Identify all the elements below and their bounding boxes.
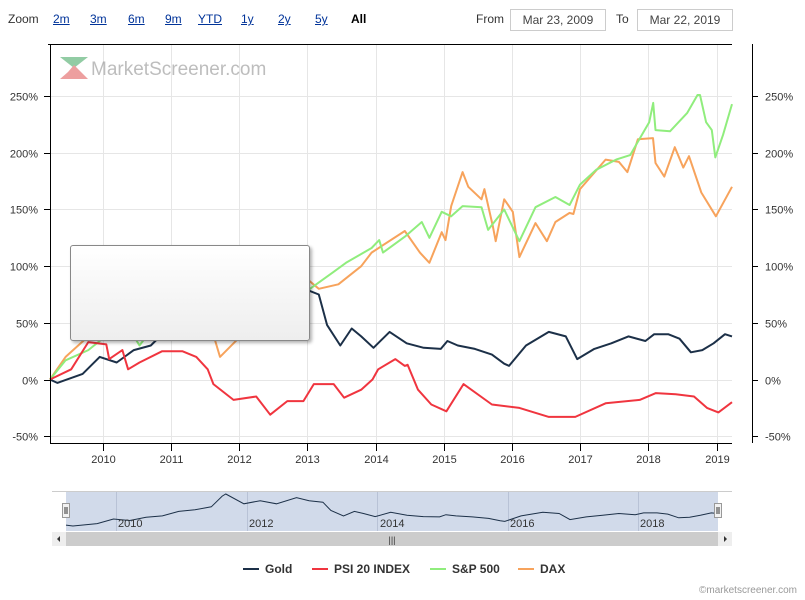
x-tick-label: 2015 [432, 454, 456, 466]
x-tick-label: 2010 [91, 454, 115, 466]
zoom-3m-button[interactable]: 3m [90, 12, 107, 26]
navigator-label-2018: 2018 [640, 518, 664, 530]
y-tick-label-left: 50% [16, 319, 38, 331]
zoom-all-button[interactable]: All [351, 12, 367, 26]
legend-item-psi20[interactable]: PSI 20 INDEX [312, 562, 410, 576]
legend-label: S&P 500 [452, 562, 500, 576]
navigator-label-2012: 2012 [249, 518, 273, 530]
zoom-2y-button[interactable]: 2y [278, 12, 291, 26]
legend-item-gold[interactable]: Gold [243, 562, 292, 576]
navigator-series-gold [65, 493, 719, 527]
series-line-psi-20-index[interactable] [49, 341, 733, 418]
y-tick-label-right: 150% [765, 205, 793, 217]
x-tick-label: 2011 [160, 454, 184, 466]
y-tick-label-right: 0% [765, 376, 781, 388]
logo-green-mark [60, 57, 88, 68]
scroll-left-arrow-icon[interactable] [57, 536, 60, 542]
y-tick-label-right: 250% [765, 92, 793, 104]
navigator-right-handle[interactable] [714, 503, 722, 518]
navigator[interactable]: 2010 2012 2014 2016 2018 ||| [0, 488, 805, 548]
y-tick-label-right: 200% [765, 149, 793, 161]
y-tick-label-left: 150% [10, 205, 38, 217]
y-tick-label-left: 250% [10, 92, 38, 104]
logo-text: MarketScreener.com [91, 59, 266, 80]
zoom-1y-button[interactable]: 1y [241, 12, 254, 26]
x-tick-label: 2013 [295, 454, 319, 466]
legend-swatch [243, 568, 259, 570]
legend-item-sp500[interactable]: S&P 500 [430, 562, 500, 576]
x-tick-label: 2017 [568, 454, 592, 466]
to-label: To [616, 12, 629, 26]
y-tick-label-right: 100% [765, 262, 793, 274]
zoom-6m-button[interactable]: 6m [128, 12, 145, 26]
x-tick-label: 2012 [227, 454, 251, 466]
scrollbar-thumb[interactable] [66, 532, 718, 546]
tooltip-box [70, 245, 310, 341]
navigator-selected-range[interactable] [66, 492, 718, 531]
legend-label: PSI 20 INDEX [334, 562, 411, 576]
zoom-ytd-button[interactable]: YTD [198, 12, 222, 26]
to-date-input[interactable]: Mar 22, 2019 [637, 9, 733, 31]
legend-label: Gold [265, 562, 293, 576]
legend-label: DAX [540, 562, 566, 576]
legend-item-dax[interactable]: DAX [518, 562, 565, 576]
watermark-logo: MarketScreener.com [60, 57, 266, 80]
zoom-2m-button[interactable]: 2m [53, 12, 70, 26]
x-tick-label: 2019 [705, 454, 729, 466]
navigator-label-2010: 2010 [118, 518, 142, 530]
zoom-9m-button[interactable]: 9m [165, 12, 182, 26]
zoom-label: Zoom [8, 12, 39, 26]
navigator-left-handle[interactable] [62, 503, 70, 518]
legend-swatch [430, 568, 446, 570]
from-date-input[interactable]: Mar 23, 2009 [510, 9, 606, 31]
y-tick-label-right: 50% [765, 319, 787, 331]
logo-red-mark [60, 65, 88, 79]
navigator-label-2014: 2014 [380, 518, 404, 530]
scrollbar-grip: ||| [388, 535, 395, 545]
legend-swatch [518, 568, 534, 570]
y-tick-label-left: -50% [12, 432, 38, 444]
y-tick-label-left: 100% [10, 262, 38, 274]
legend-swatch [312, 568, 328, 570]
zoom-5y-button[interactable]: 5y [315, 12, 328, 26]
x-tick-label: 2014 [364, 454, 388, 466]
copyright: ©marketscreener.com [699, 585, 797, 596]
x-tick-label: 2018 [636, 454, 660, 466]
y-tick-label-right: -50% [765, 432, 791, 444]
y-tick-label-left: 200% [10, 149, 38, 161]
scroll-right-arrow-icon[interactable] [724, 536, 727, 542]
y-tick-label-left: 0% [22, 376, 38, 388]
from-label: From [476, 12, 504, 26]
navigator-label-2016: 2016 [510, 518, 534, 530]
x-tick-label: 2016 [500, 454, 524, 466]
